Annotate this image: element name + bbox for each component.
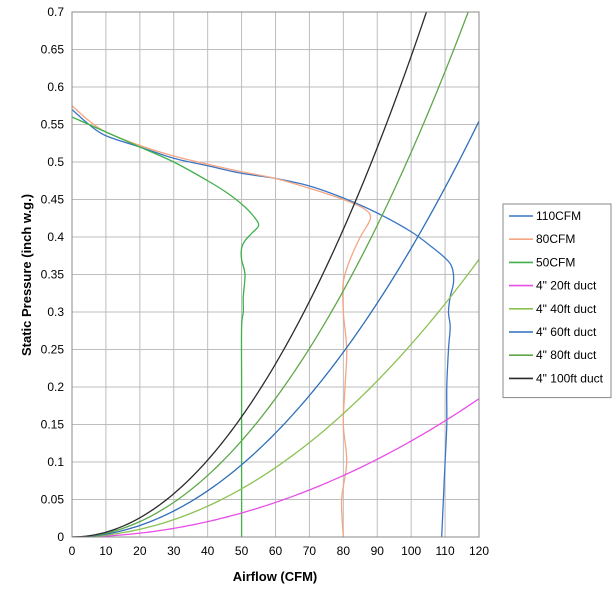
legend-label: 4" 80ft duct	[536, 348, 597, 362]
x-tick-label: 10	[99, 544, 113, 558]
y-tick-labels: 0 0.05 0.1 0.15 0.2 0.25 0.3 0.35 0.4 0.45 0.5 0.55…	[41, 5, 65, 544]
legend-label: 4" 40ft duct	[536, 302, 597, 316]
y-tick-label: 0.55	[41, 118, 65, 132]
y-tick-label: 0.7	[47, 5, 64, 19]
plot-frame	[71, 11, 480, 538]
legend-label: 80CFM	[536, 232, 575, 246]
y-tick-label: 0.6	[47, 80, 64, 94]
y-tick-label: 0.25	[41, 343, 65, 357]
legend-label: 4" 100ft duct	[536, 371, 604, 385]
y-tick-label: 0.4	[47, 230, 64, 244]
y-tick-label: 0.3	[47, 305, 64, 319]
x-tick-label: 0	[69, 544, 76, 558]
x-axis-label: Airflow (CFM)	[233, 569, 317, 584]
y-tick-label: 0.5	[47, 155, 64, 169]
series-line-7	[72, 12, 469, 537]
x-tick-labels: 0 10 20 30 40 50 60 70 80 90 100 110 120	[69, 544, 490, 558]
x-tick-label: 70	[303, 544, 317, 558]
series-layer	[72, 12, 479, 537]
legend: 110CFM 80CFM 50CFM 4" 20ft duct 4" 40ft duct…	[502, 203, 612, 399]
legend-label: 110CFM	[536, 209, 581, 223]
legend-label: 4" 20ft duct	[536, 279, 597, 293]
x-tick-label: 40	[201, 544, 215, 558]
x-tick-label: 30	[167, 544, 181, 558]
y-axis-label: Static Pressure (inch w.g.)	[19, 194, 34, 356]
legend-box	[502, 203, 612, 399]
x-tick-label: 100	[401, 544, 421, 558]
x-tick-label: 120	[469, 544, 489, 558]
y-tick-label: 0.65	[41, 43, 65, 57]
series-line-1	[72, 109, 455, 537]
x-tick-label: 20	[133, 544, 147, 558]
y-tick-label: 0.1	[47, 455, 64, 469]
legend-label: 50CFM	[536, 255, 575, 269]
series-line-5	[72, 259, 479, 537]
y-tick-label: 0.2	[47, 380, 64, 394]
x-tick-label: 80	[337, 544, 351, 558]
y-tick-label: 0.15	[41, 418, 65, 432]
series-line-2	[72, 105, 372, 537]
legend-label: 4" 60ft duct	[536, 325, 597, 339]
y-tick-label: 0	[57, 530, 64, 544]
x-tick-label: 110	[436, 544, 455, 558]
series-line-8	[72, 12, 428, 537]
series-line-6	[72, 120, 479, 537]
y-tick-label: 0.45	[41, 193, 65, 207]
x-tick-label: 60	[269, 544, 283, 558]
x-tick-label: 50	[235, 544, 249, 558]
x-tick-label: 90	[371, 544, 385, 558]
gridlines	[71, 11, 480, 538]
series-line-3	[72, 116, 260, 537]
series-line-4	[72, 398, 479, 537]
y-tick-label: 0.05	[41, 493, 65, 507]
y-tick-label: 0.35	[41, 268, 65, 282]
